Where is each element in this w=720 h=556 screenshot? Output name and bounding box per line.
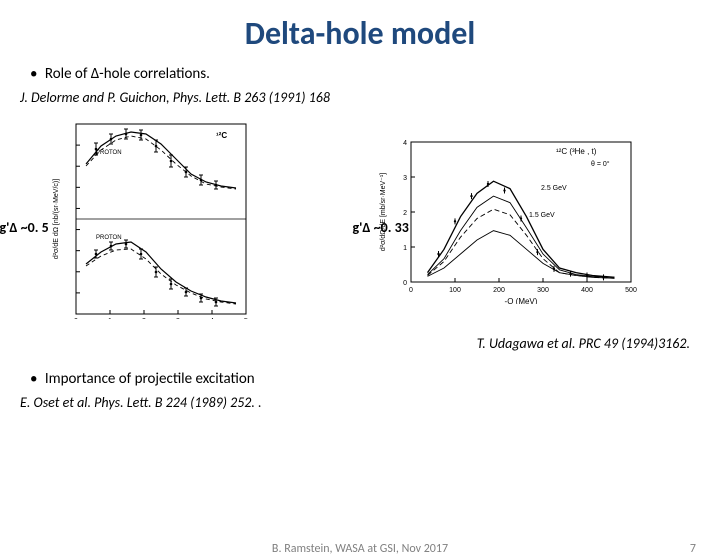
- left-chart-box: g'Δ ~0. 5 012345¹²CPROTONPROTONd²σ/dE dΩ…: [48, 119, 278, 324]
- bullet-projectile: Importance of projectile excitation: [30, 370, 720, 388]
- cite-udagawa: T. Udagawa et al. PRC 49 (1994)3162.: [0, 335, 690, 352]
- svg-text:0: 0: [403, 280, 407, 287]
- svg-text:400: 400: [581, 287, 593, 294]
- svg-text:1: 1: [108, 318, 112, 319]
- svg-text:5: 5: [244, 318, 248, 319]
- right-chart: 0 100 200 300 400 500 0 1 2 3 4 ¹²C (³He , t) θ = 0°…: [373, 134, 653, 304]
- svg-text:300: 300: [537, 287, 549, 294]
- svg-text:2.5 GeV: 2.5 GeV: [541, 185, 567, 192]
- svg-text:4: 4: [210, 318, 214, 319]
- svg-text:3: 3: [403, 175, 407, 182]
- svg-text:-Q (MeV): -Q (MeV): [504, 297, 537, 304]
- ref-oset: E. Oset et al. Phys. Lett. B 224 (1989) …: [20, 394, 720, 411]
- footer-center: B. Ramstein, WASA at GSI, Nov 2017: [272, 542, 448, 556]
- svg-text:4: 4: [403, 140, 407, 147]
- right-chart-box: g'Δ ~0. 33 010020030040050001234¹²C (³He…: [373, 134, 673, 309]
- svg-text:d²σ/dΩ/dE [mb/sr·MeV⁻¹]: d²σ/dΩ/dE [mb/sr·MeV⁻¹]: [380, 173, 387, 251]
- svg-text:d²σ/dE dΩ [nb/(sr·MeV/c)]: d²σ/dE dΩ [nb/(sr·MeV/c)]: [53, 179, 60, 259]
- svg-text:θ = 0°: θ = 0°: [591, 160, 610, 168]
- svg-text:0: 0: [74, 318, 78, 319]
- svg-text:¹²C: ¹²C: [216, 131, 227, 140]
- svg-text:500: 500: [625, 287, 637, 294]
- left-chart: 0 1 2 3 4 5 ¹²C PROTON PROTON d²σ/dE dΩ [nb/(sr·M…: [48, 119, 258, 319]
- svg-text:0: 0: [409, 287, 413, 294]
- svg-text:2: 2: [142, 318, 146, 319]
- charts-row: g'Δ ~0. 5 0 1 2 3 4 5 ¹²C PROTON PROTON d²σ/dE dΩ…: [0, 114, 720, 329]
- svg-text:PROTON: PROTON: [96, 235, 122, 241]
- svg-text:1: 1: [403, 245, 407, 252]
- svg-text:200: 200: [493, 287, 505, 294]
- g-delta-right-label: g'Δ ~0. 33: [353, 219, 409, 236]
- svg-text:3: 3: [176, 318, 180, 319]
- footer-page: 7: [690, 542, 696, 556]
- g-delta-left-label: g'Δ ~0. 5: [0, 219, 49, 236]
- svg-text:¹²C (³He , t): ¹²C (³He , t): [556, 147, 597, 156]
- slide-title: Delta-hole model: [0, 14, 720, 53]
- bullet-role: Role of Δ-hole correlations.: [30, 65, 720, 83]
- svg-text:PROTON: PROTON: [96, 150, 122, 156]
- svg-text:2: 2: [403, 210, 407, 217]
- ref-delorme: J. Delorme and P. Guichon, Phys. Lett. B…: [20, 89, 720, 106]
- svg-text:1.5 GeV: 1.5 GeV: [529, 212, 555, 219]
- svg-text:100: 100: [449, 287, 461, 294]
